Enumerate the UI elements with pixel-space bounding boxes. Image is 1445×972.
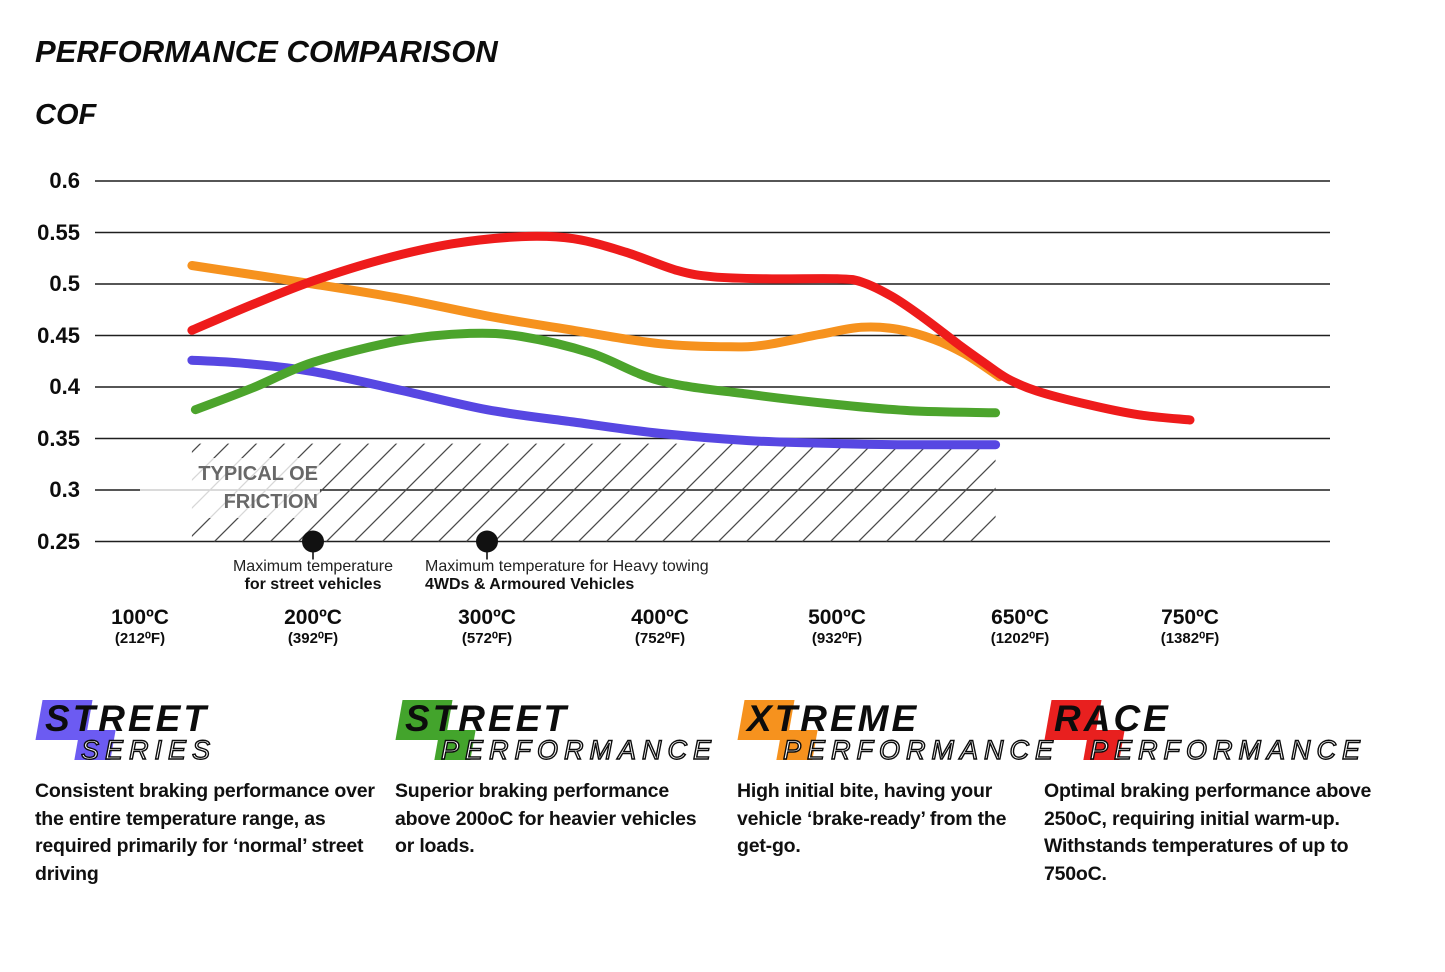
marker-annotation-line1: Maximum temperature (232, 558, 394, 575)
oe-label-line1: TYPICAL OE (198, 463, 318, 485)
x-tick-label: 100ºC (212⁰F) (65, 606, 215, 648)
series-line-street-series (187, 355, 1001, 450)
x-tick-celsius: 300ºC (458, 606, 516, 629)
race-performance-description: Optimal braking performance above 250oC,… (1044, 780, 1372, 885)
logo-word2: PERFORMANCE (1089, 734, 1367, 765)
x-tick-label: 200ºC (392⁰F) (238, 606, 388, 648)
typical-oe-friction-band (191, 443, 996, 542)
street-series-logo: STREET SERIES (35, 698, 380, 778)
legend-race-performance: RACE PERFORMANCE Optimal braking perform… (1044, 698, 1374, 888)
oe-label-line2: FRICTION (223, 491, 318, 513)
logo-word1: XTREME (747, 698, 920, 739)
marker-annotation: Maximum temperature for Heavy towing 4WDs… (425, 558, 755, 593)
x-tick-label: 300ºC (572⁰F) (412, 606, 562, 648)
series-line-race-performance (187, 231, 1195, 425)
x-tick-fahrenheit: (212⁰F) (114, 630, 166, 647)
legend-street-series: STREET SERIES Consistent braking perform… (35, 698, 380, 888)
logo-word1: STREET (45, 698, 209, 739)
x-tick-fahrenheit: (1202⁰F) (990, 630, 1050, 647)
x-tick-label: 400ºC (752⁰F) (585, 606, 735, 648)
max-temp-marker-dot (476, 530, 498, 553)
y-tick-label: 0.5 (49, 271, 80, 296)
legend-street-performance: STREET PERFORMANCE Superior braking perf… (395, 698, 720, 861)
logo-word1: RACE (1054, 698, 1171, 739)
max-temp-marker-dot (302, 530, 324, 553)
marker-annotation-line2: 4WDs & Armoured Vehicles (425, 575, 635, 593)
street-series-description: Consistent braking performance over the … (35, 780, 375, 885)
x-tick-fahrenheit: (1382⁰F) (1160, 630, 1220, 647)
marker-annotation: Maximum temperature for street vehicles (183, 558, 443, 593)
page-title: PERFORMANCE COMPARISON (35, 34, 498, 69)
y-tick-label: 0.25 (37, 528, 80, 554)
x-tick-celsius: 650ºC (991, 606, 1049, 629)
y-tick-label: 0.45 (37, 322, 80, 348)
y-tick-label: 0.3 (49, 477, 80, 502)
street-performance-logo: STREET PERFORMANCE (395, 698, 720, 778)
legend-xtreme-performance: XTREME PERFORMANCE High initial bite, ha… (737, 698, 1054, 861)
x-tick-fahrenheit: (572⁰F) (461, 630, 513, 647)
logo-word2: SERIES (80, 734, 217, 765)
y-tick-label: 0.55 (37, 219, 80, 245)
xtreme-performance-logo: XTREME PERFORMANCE (737, 698, 1054, 778)
series-line-xtreme-performance (187, 261, 1004, 382)
xtreme-performance-description: High initial bite, having your vehicle ‘… (737, 780, 1007, 857)
y-tick-label: 0.4 (49, 374, 80, 399)
x-tick-celsius: 500ºC (808, 606, 866, 629)
typical-oe-friction-label: TYPICAL OE FRICTION (140, 458, 320, 518)
x-tick-celsius: 100ºC (111, 606, 169, 629)
street-performance-description: Superior braking performance above 200oC… (395, 780, 697, 857)
marker-annotation-line1: Maximum temperature for Heavy towing (425, 558, 709, 575)
x-tick-fahrenheit: (752⁰F) (634, 630, 686, 647)
x-tick-celsius: 400ºC (631, 606, 689, 629)
y-tick-label: 0.6 (49, 168, 80, 193)
race-performance-logo: RACE PERFORMANCE (1044, 698, 1374, 778)
x-tick-label: 500ºC (932⁰F) (762, 606, 912, 648)
series-line-street-performance (190, 328, 1001, 418)
x-tick-label: 750ºC (1382⁰F) (1115, 606, 1265, 648)
x-tick-celsius: 200ºC (284, 606, 342, 629)
y-tick-label: 0.35 (37, 425, 80, 451)
logo-word1: STREET (405, 698, 569, 739)
x-tick-celsius: 750ºC (1161, 606, 1219, 629)
x-tick-label: 650ºC (1202⁰F) (945, 606, 1095, 648)
logo-word2: PERFORMANCE (782, 734, 1060, 765)
x-tick-fahrenheit: (932⁰F) (811, 630, 863, 647)
y-axis-title: COF (35, 99, 97, 131)
marker-annotation-line2: for street vehicles (244, 575, 382, 593)
x-tick-fahrenheit: (392⁰F) (287, 630, 339, 647)
logo-word2: PERFORMANCE (440, 734, 718, 765)
